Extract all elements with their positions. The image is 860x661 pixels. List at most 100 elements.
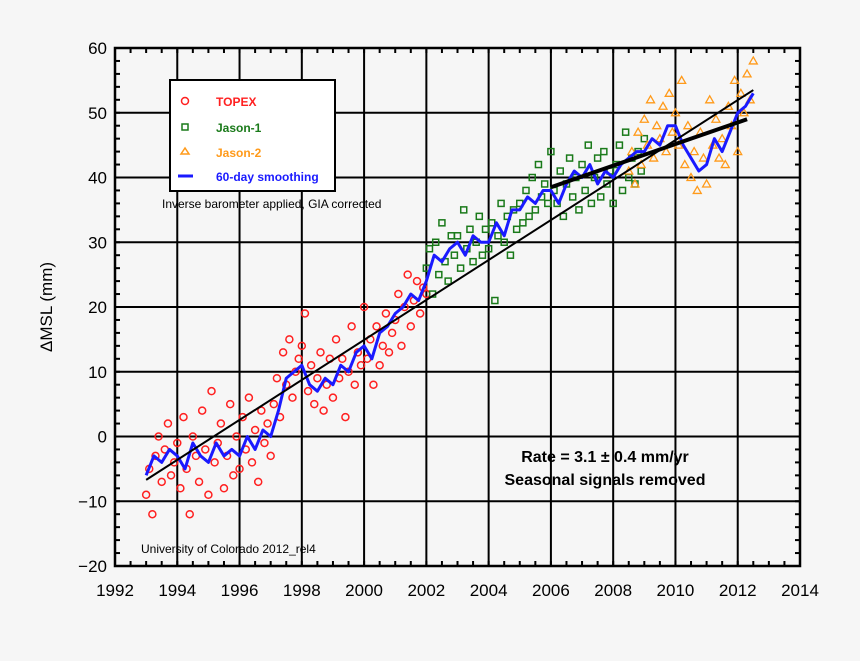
- legend-jason1: Jason-1: [216, 121, 262, 135]
- topex-point: [347, 322, 356, 331]
- jason1-point: [469, 257, 477, 266]
- topex-point: [148, 509, 157, 519]
- jason2-point: [692, 185, 703, 195]
- topex-point: [356, 361, 366, 370]
- topex-point: [207, 386, 216, 396]
- topex-point: [285, 335, 294, 344]
- jason1-point: [500, 238, 508, 246]
- jason1-point: [475, 212, 484, 221]
- topex-point: [378, 341, 388, 351]
- topex-point: [415, 309, 425, 318]
- topex-point: [260, 438, 269, 448]
- topex-point: [412, 276, 422, 286]
- topex-point: [278, 348, 288, 357]
- topex-point: [397, 341, 406, 351]
- topex-point: [235, 464, 244, 474]
- x-tick-label: 1998: [283, 581, 321, 600]
- topex-point: [163, 419, 173, 428]
- jason2-point: [685, 172, 697, 182]
- topex-point: [310, 399, 319, 409]
- jason2-point: [710, 113, 722, 123]
- y-tick-label: 10: [88, 363, 107, 382]
- topex-point: [387, 328, 397, 338]
- x-tick-label: 2002: [407, 581, 445, 600]
- topex-point: [185, 509, 194, 519]
- y-tick-label: −20: [78, 557, 107, 576]
- jason1-point: [596, 193, 605, 201]
- topex-point: [288, 393, 297, 402]
- jason1-point: [512, 225, 521, 234]
- data-points: [141, 55, 759, 519]
- y-tick-label: 20: [88, 298, 107, 317]
- topex-point: [319, 406, 328, 415]
- topex-point: [238, 412, 247, 422]
- jason1-point: [556, 167, 564, 175]
- legend-topex: TOPEX: [216, 95, 256, 109]
- topex-point: [173, 438, 182, 448]
- x-tick-label: 2008: [594, 581, 632, 600]
- topex-point: [294, 354, 303, 364]
- topex-point: [269, 399, 279, 409]
- jason1-point: [435, 270, 443, 279]
- jason1-point: [531, 206, 540, 214]
- topex-point: [316, 348, 325, 357]
- y-tick-label: 40: [88, 169, 107, 188]
- x-tick-label: 1996: [221, 581, 259, 600]
- y-tick-label: 0: [98, 428, 107, 447]
- topex-point: [375, 361, 384, 370]
- topex-point: [229, 471, 238, 480]
- jason2-point: [651, 120, 662, 130]
- jason2-point: [704, 94, 715, 104]
- jason2-point: [639, 113, 650, 123]
- topex-point: [263, 419, 272, 428]
- jason1-point: [478, 251, 487, 259]
- jason1-point: [565, 154, 574, 162]
- jason2-point: [667, 126, 678, 136]
- rate-annotation: Rate = 3.1 ± 0.4 mm/yr: [521, 449, 689, 466]
- legend-circle-icon: [180, 96, 190, 106]
- topex-point: [341, 412, 350, 422]
- topex-point: [216, 419, 226, 428]
- jason2-point: [648, 152, 659, 162]
- jason2-point: [629, 178, 641, 188]
- x-tick-label: 2006: [532, 581, 570, 600]
- topex-point: [194, 477, 204, 487]
- topex-point: [157, 477, 166, 487]
- jason1-point: [525, 212, 533, 221]
- topex-point: [328, 393, 338, 402]
- jason1-point: [484, 244, 493, 253]
- topex-point: [369, 380, 378, 389]
- legend-box: [169, 79, 336, 192]
- jason2-point: [632, 126, 644, 136]
- jason2-point: [689, 146, 700, 156]
- axes: 1992 1994 1996 1998 2000 2002 2004 2006 2008 2010…: [78, 39, 819, 600]
- jason2-point: [645, 94, 656, 104]
- source-note: University of Colorado 2012_rel4: [141, 542, 316, 556]
- jason1-point: [575, 206, 583, 214]
- topex-point: [306, 361, 316, 370]
- legend-smoothing: 60-day smoothing: [216, 170, 319, 184]
- jason2-point: [720, 159, 731, 169]
- jason1-point: [600, 147, 608, 156]
- topex-point: [204, 490, 213, 500]
- jason2-point: [670, 107, 681, 117]
- jason1-point: [459, 206, 468, 214]
- jason1-point: [466, 225, 474, 234]
- jason2-point: [701, 178, 712, 188]
- jason2-point: [664, 88, 675, 97]
- legend-square-icon: [181, 123, 189, 131]
- jason2-point: [717, 133, 728, 143]
- plot-frame: [113, 46, 802, 568]
- jason1-point: [547, 147, 555, 156]
- topex-point: [372, 322, 381, 331]
- trend-line: [550, 117, 748, 190]
- jason1-point: [618, 186, 627, 195]
- topex-point: [141, 490, 151, 500]
- jason2-point: [698, 152, 709, 162]
- topex-point: [406, 322, 416, 331]
- jason1-point: [444, 277, 452, 285]
- seasonal-annotation: Seasonal signals removed: [505, 472, 706, 489]
- jason2-point: [732, 146, 743, 156]
- jason2-point: [679, 159, 690, 169]
